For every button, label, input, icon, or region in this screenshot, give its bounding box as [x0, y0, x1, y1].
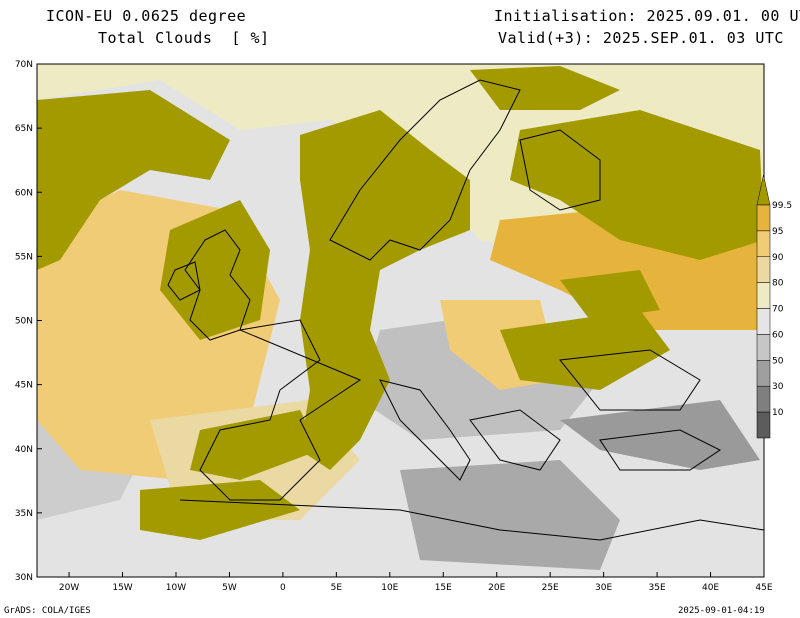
lat-tick-label: 70N: [15, 60, 33, 70]
lon-tick-label: 40E: [702, 583, 719, 593]
colorbar-label: 70: [772, 305, 784, 315]
lat-tick-label: 65N: [15, 124, 33, 134]
lat-tick-label: 50N: [15, 317, 33, 327]
lon-tick-label: 45E: [755, 583, 772, 593]
lon-tick-label: 5W: [222, 583, 237, 593]
cloud-field-overcast: [160, 200, 270, 340]
lon-tick-label: 35E: [649, 583, 666, 593]
coastline-scandinavia: [329, 79, 521, 261]
colorbar-segment: [756, 204, 771, 232]
cloud-field-overcast: [560, 270, 660, 320]
cloud-field-overcast: [470, 66, 620, 110]
colorbar-label: 50: [772, 356, 784, 366]
model-title: ICON-EU 0.0625 degree: [46, 7, 247, 25]
lon-tick-label: 25E: [542, 583, 559, 593]
colorbar-label: 30: [772, 382, 784, 392]
lon-tick-label: 10E: [381, 583, 398, 593]
colorbar-label: 10: [772, 408, 784, 418]
lon-tick-label: 0: [280, 583, 286, 593]
cloud-field-overcast: [37, 90, 230, 270]
colorbar-segment: [756, 256, 771, 283]
coastline-balkans: [469, 409, 561, 471]
longitude-axis: 20W 15W 10W 5W 0 5E 10E 15E 20E 25E 30E 35E 40E 45E: [59, 572, 773, 593]
colorbar-segment: [756, 385, 771, 413]
colorbar: 99.5 95 90 80 70 60 50 30 10: [756, 174, 792, 439]
colorbar-segment: [756, 334, 771, 361]
colorbar-label: 60: [772, 330, 784, 340]
lon-tick-label: 20W: [59, 583, 79, 593]
colorbar-label: 90: [772, 253, 784, 263]
lon-tick-label: 5E: [331, 583, 343, 593]
valid-time: Valid(+3): 2025.SEP.01. 03 UTC: [498, 29, 784, 47]
coastline-ireland: [167, 261, 201, 301]
coastline-france-iberia: [199, 319, 362, 501]
render-timestamp: 2025-09-01-04:19: [678, 606, 765, 616]
cloud-field-grey: [400, 460, 620, 570]
lat-tick-label: 60N: [15, 188, 33, 198]
coastline-turkey: [599, 429, 721, 471]
lon-tick-label: 15W: [112, 583, 132, 593]
coastline-finland: [519, 129, 601, 211]
colorbar-segment: [756, 360, 771, 387]
map-plot-area: [37, 64, 764, 577]
coastline-north-africa: [179, 499, 764, 541]
lat-tick-label: 30N: [15, 573, 33, 583]
colorbar-label: 99.5: [772, 201, 792, 211]
lon-tick-label: 15E: [435, 583, 452, 593]
colorbar-segment: [756, 308, 771, 335]
lon-tick-label: 20E: [488, 583, 505, 593]
lat-tick-label: 35N: [15, 509, 33, 519]
lat-tick-label: 45N: [15, 381, 33, 391]
colorbar-segment: [756, 282, 771, 309]
lon-tick-label: 30E: [595, 583, 612, 593]
cloud-field-overcast: [300, 110, 470, 470]
coastlines: [167, 79, 764, 541]
lat-tick-label: 40N: [15, 445, 33, 455]
initialisation-time: Initialisation: 2025.09.01. 00 UTC: [494, 7, 800, 25]
colorbar-segment: [756, 230, 771, 258]
variable-title: Total Clouds [ %]: [98, 29, 270, 47]
lon-tick-label: 10W: [166, 583, 186, 593]
cloud-field-overcast: [190, 410, 320, 480]
coastline-italy: [379, 379, 471, 481]
grads-credit: GrADS: COLA/IGES: [4, 606, 91, 616]
cloud-field-grey: [560, 400, 760, 470]
cloud-field-overcast: [140, 480, 300, 540]
coastline-black-sea: [559, 349, 701, 411]
colorbar-label: 80: [772, 279, 784, 289]
cloud-field-overcast: [500, 310, 670, 390]
latitude-axis: 70N 65N 60N 55N 50N 45N 40N 35N 30N: [15, 60, 42, 583]
colorbar-segment: [756, 411, 771, 439]
cloud-field-overcast: [510, 110, 764, 260]
colorbar-label: 95: [772, 227, 783, 237]
lat-tick-label: 55N: [15, 252, 33, 262]
